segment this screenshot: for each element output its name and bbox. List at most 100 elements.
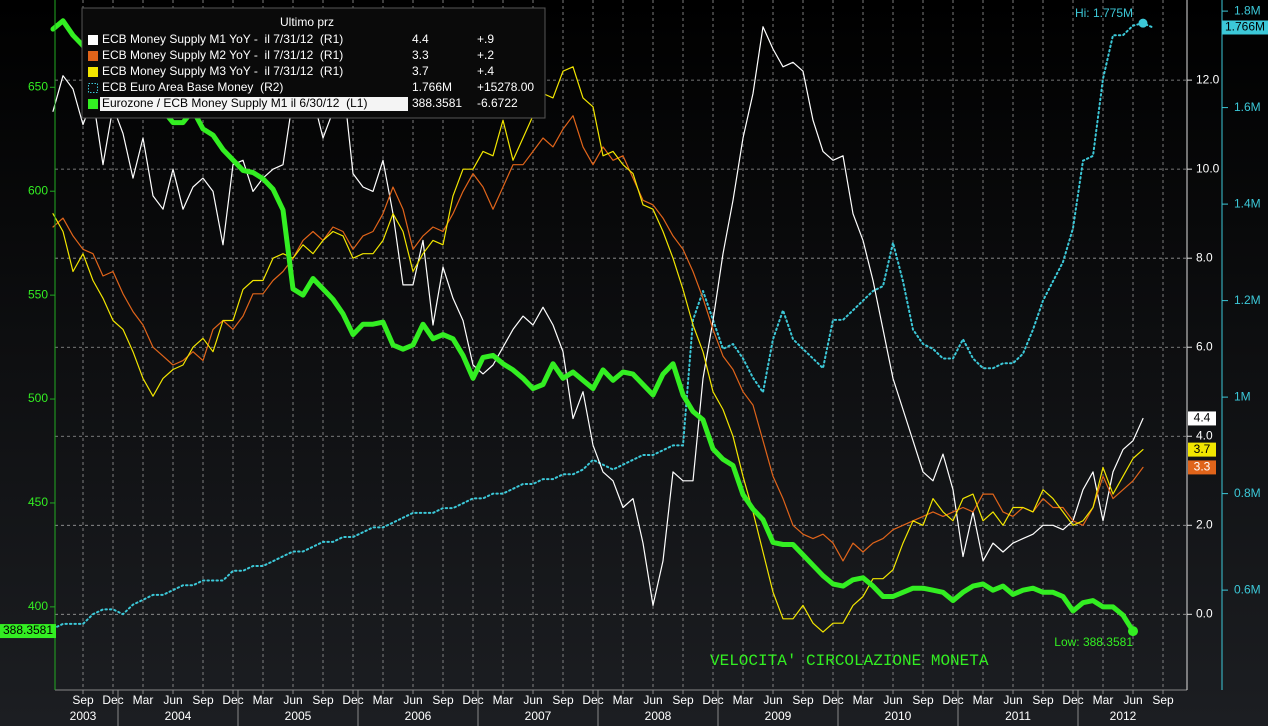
series-line [52, 22, 1154, 630]
legend-swatch [88, 35, 98, 45]
x-year-label: 2008 [645, 709, 672, 723]
legend-change: +.4 [477, 64, 494, 78]
legend-highlight [100, 97, 408, 111]
low-label: Low: 388.3581 [1054, 635, 1133, 649]
low-point [1128, 626, 1138, 637]
high-point [1138, 18, 1148, 28]
left-tick-label: 500 [28, 391, 48, 405]
legend-swatch [88, 83, 98, 93]
x-year-label: 2003 [70, 709, 97, 723]
x-tick-label: Jun [1123, 693, 1142, 707]
r2-tick-label: 1.4M [1234, 196, 1261, 210]
x-tick-label: Sep [1152, 693, 1174, 707]
x-year-label: 2004 [165, 709, 192, 723]
left-tick-label: 600 [28, 183, 48, 197]
legend-label: Eurozone / ECB Money Supply M1 il 6/30/1… [102, 96, 367, 110]
x-tick-label: Mar [373, 693, 394, 707]
r1-tick-label: 6.0 [1196, 339, 1213, 353]
r1-tick-label: 4.0 [1196, 428, 1213, 442]
x-year-label: 2007 [525, 709, 552, 723]
x-tick-label: Jun [763, 693, 782, 707]
x-tick-label: Dec [222, 693, 243, 707]
r1-tick-label: 8.0 [1196, 250, 1213, 264]
legend-header: Ultimo prz [280, 15, 334, 29]
r2-tick-label: 1M [1234, 389, 1251, 403]
series-line [50, 18, 1136, 634]
x-tick-label: Dec [702, 693, 723, 707]
x-tick-label: Jun [163, 693, 182, 707]
x-tick-label: Jun [643, 693, 662, 707]
series-line [52, 66, 1144, 633]
legend-label: ECB Money Supply M2 YoY - il 7/31/12 (R1… [102, 48, 343, 62]
x-tick-label: Jun [283, 693, 302, 707]
last-value-box [1188, 442, 1216, 457]
legend-change: -6.6722 [477, 96, 518, 110]
r1-tick-label: 10.0 [1196, 161, 1220, 175]
x-tick-label: Mar [133, 693, 154, 707]
x-tick-label: Sep [192, 693, 214, 707]
last-value-label: 1.766M [1225, 20, 1265, 34]
legend-last: 3.7 [412, 64, 429, 78]
last-value-box [1188, 411, 1216, 426]
x-tick-label: Sep [72, 693, 94, 707]
x-tick-label: Jun [883, 693, 902, 707]
x-year-label: 2012 [1110, 709, 1137, 723]
x-tick-label: Mar [493, 693, 514, 707]
last-value-label: 388.3581 [3, 623, 53, 637]
x-tick-label: Mar [1093, 693, 1114, 707]
r2-tick-label: 1.8M [1234, 3, 1261, 17]
x-tick-label: Mar [973, 693, 994, 707]
x-tick-label: Mar [253, 693, 274, 707]
x-tick-label: Dec [1062, 693, 1083, 707]
x-tick-label: Dec [942, 693, 963, 707]
x-year-label: 2009 [765, 709, 792, 723]
x-year-label: 2011 [1005, 709, 1031, 723]
plot: Hi: 1.775M Low: 388.3581 [50, 6, 1154, 649]
x-tick-label: Sep [552, 693, 574, 707]
legend-change: +15278.00 [477, 80, 534, 94]
x-tick-label: Sep [432, 693, 454, 707]
last-value-label: 3.3 [1194, 460, 1211, 474]
r2-tick-label: 1.2M [1234, 293, 1261, 307]
x-tick-label: Sep [1032, 693, 1054, 707]
x-year-label: 2010 [885, 709, 912, 723]
legend-last: 3.3 [412, 48, 429, 62]
legend-change: +.9 [477, 32, 494, 46]
x-tick-label: Sep [792, 693, 814, 707]
legend-last: 388.3581 [412, 96, 462, 110]
legend-swatch [88, 51, 98, 61]
left-tick-label: 550 [28, 287, 48, 301]
x-tick-label: Sep [312, 693, 334, 707]
r2-tick-label: 1.6M [1234, 100, 1261, 114]
x-tick-label: Dec [342, 693, 363, 707]
x-tick-label: Sep [672, 693, 694, 707]
x-tick-label: Dec [102, 693, 123, 707]
left-tick-label: 650 [28, 79, 48, 93]
left-tick-label: 400 [28, 599, 48, 613]
annotation: VELOCITA' CIRCOLAZIONE MONETA [710, 652, 989, 670]
x-tick-label: Dec [582, 693, 603, 707]
legend: Ultimo prz ECB Money Supply M1 YoY - il … [81, 7, 546, 119]
x-tick-label: Mar [853, 693, 874, 707]
legend-label: ECB Euro Area Base Money (R2) [102, 80, 283, 94]
series-line [52, 115, 1144, 562]
x-tick-label: Jun [403, 693, 422, 707]
last-value-label: 4.4 [1194, 411, 1211, 425]
x-tick-label: Dec [462, 693, 483, 707]
legend-swatch [88, 67, 98, 77]
r2-tick-label: 0.8M [1234, 486, 1261, 500]
legend-swatch [88, 99, 98, 109]
x-tick-label: Dec [822, 693, 843, 707]
x-year-label: 2005 [285, 709, 312, 723]
legend-last: 4.4 [412, 32, 429, 46]
last-value-label: 3.7 [1194, 442, 1211, 456]
left-tick-label: 450 [28, 495, 48, 509]
legend-last: 1.766M [412, 80, 452, 94]
r1-tick-label: 0.0 [1196, 606, 1213, 620]
legend-change: +.2 [477, 48, 494, 62]
r2-tick-label: 0.6M [1234, 582, 1261, 596]
r1-tick-label: 12.0 [1196, 72, 1220, 86]
